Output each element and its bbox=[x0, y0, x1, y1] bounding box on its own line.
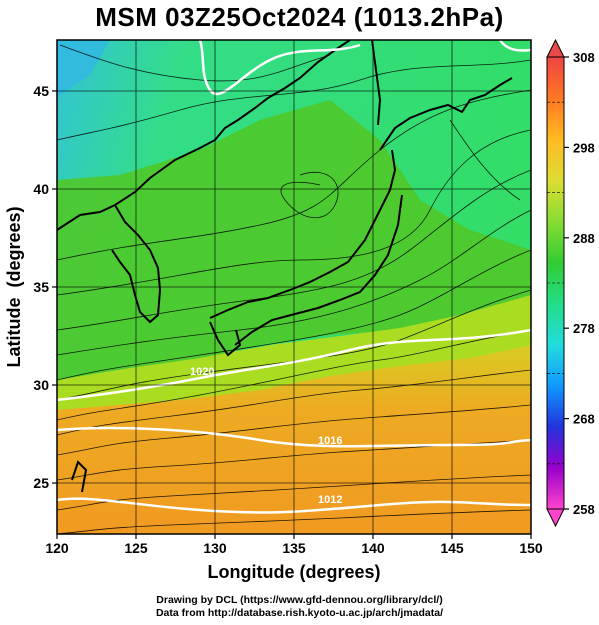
x-tick-label: 140 bbox=[361, 540, 385, 556]
colorbar: 258 268 278 288 298 308 bbox=[546, 38, 595, 528]
credit-drawing: Drawing by DCL (https://www.gfd-dennou.o… bbox=[156, 594, 443, 606]
coast-sakhalin bbox=[371, 40, 382, 126]
x-tick-label: 135 bbox=[282, 540, 306, 556]
isobar-labels: 1020 1016 1012 bbox=[190, 366, 342, 506]
x-tick-label: 125 bbox=[124, 540, 148, 556]
coastlines bbox=[57, 40, 513, 493]
y-axis-label: Latitude (degrees) bbox=[4, 206, 24, 367]
isobar-label-1012: 1012 bbox=[318, 494, 342, 506]
coast-japan-honshu bbox=[209, 149, 397, 319]
y-tick-label: 40 bbox=[33, 181, 49, 197]
x-tick-label: 120 bbox=[45, 540, 69, 556]
grid-lines bbox=[57, 40, 531, 534]
coast-hokkaido bbox=[379, 77, 513, 151]
colorbar-tick-label: 298 bbox=[573, 140, 595, 155]
cold-corner bbox=[57, 40, 110, 95]
isobar-1012-line bbox=[57, 497, 531, 514]
x-axis-ticks: 120 125 130 135 140 145 150 bbox=[45, 534, 543, 556]
credits: Drawing by DCL (https://www.gfd-dennou.o… bbox=[0, 594, 599, 620]
y-tick-label: 25 bbox=[33, 475, 49, 491]
y-tick-label: 35 bbox=[33, 279, 49, 295]
colorbar-bottom-arrow bbox=[546, 508, 565, 528]
map-title: MSM 03Z25Oct2024 (1013.2hPa) bbox=[95, 2, 504, 32]
isobar-north-line bbox=[198, 40, 361, 96]
isobars bbox=[57, 40, 531, 514]
isobar-label-1020: 1020 bbox=[190, 366, 214, 378]
y-axis-ticks: 25 30 35 40 45 bbox=[33, 83, 57, 491]
x-tick-label: 145 bbox=[440, 540, 464, 556]
colorbar-ticks: 258 268 278 288 298 308 bbox=[547, 50, 595, 517]
colorbar-tick-label: 288 bbox=[573, 231, 595, 246]
y-tick-label: 45 bbox=[33, 83, 49, 99]
colorbar-tick-label: 268 bbox=[573, 412, 595, 427]
credit-data: Data from http://database.rish.kyoto-u.a… bbox=[155, 607, 444, 619]
isobar-label-1016: 1016 bbox=[318, 435, 342, 447]
colorbar-tick-label: 258 bbox=[573, 502, 595, 517]
colorbar-tick-label: 278 bbox=[573, 321, 595, 336]
coast-taiwan bbox=[71, 460, 88, 493]
x-tick-label: 130 bbox=[203, 540, 227, 556]
colorbar-tick-label: 308 bbox=[573, 50, 595, 65]
isobar-northeast-line bbox=[498, 40, 531, 52]
y-tick-label: 30 bbox=[33, 377, 49, 393]
x-tick-label: 150 bbox=[519, 540, 543, 556]
x-axis-label: Longitude (degrees) bbox=[207, 562, 380, 582]
coast-japan-honshu-south bbox=[234, 194, 403, 346]
coast-korea bbox=[111, 204, 162, 324]
isobar-1016-line bbox=[57, 426, 531, 448]
coast-mainland-asia bbox=[57, 40, 351, 231]
colorbar-top-arrow bbox=[546, 38, 565, 58]
isobar-1020-line bbox=[57, 328, 531, 402]
